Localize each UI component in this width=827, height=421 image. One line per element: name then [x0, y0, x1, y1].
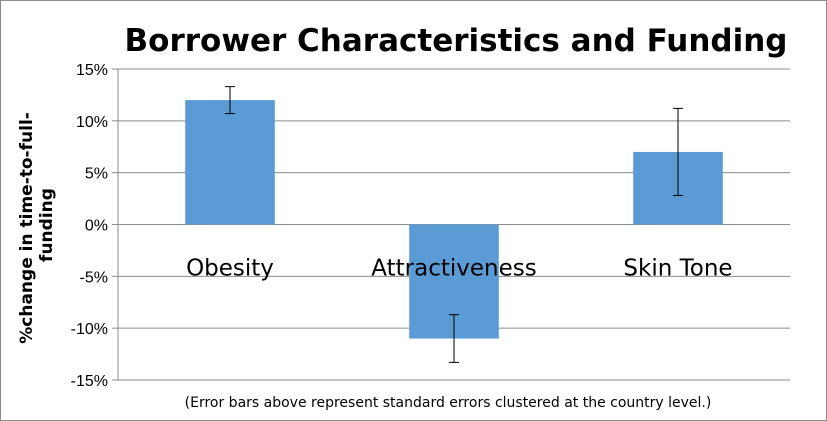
- y-axis-ticks: 15% 10% 5% 0% -5% -10% -15%: [71, 62, 108, 390]
- error-bars: [225, 86, 683, 363]
- y-tick-label: 5%: [85, 166, 108, 183]
- y-tick-label: -10%: [71, 321, 108, 338]
- y-axis-label: %change in time-to-full- funding: [17, 106, 57, 344]
- category-labels: Obesity Attractiveness Skin Tone: [186, 256, 733, 282]
- error-bar: [225, 86, 235, 115]
- bar-obesity: [185, 100, 275, 225]
- y-tick-label: -5%: [80, 269, 108, 286]
- footnote: (Error bars above represent standard err…: [185, 395, 712, 411]
- category-label: Attractiveness: [371, 256, 536, 282]
- y-tick-label: 15%: [76, 62, 108, 79]
- category-label: Obesity: [186, 256, 274, 282]
- y-axis-label-line-1: %change in time-to-full-: [17, 112, 37, 344]
- error-bar: [449, 314, 459, 363]
- chart-title: Borrower Characteristics and Funding: [125, 23, 788, 59]
- bars: [185, 100, 723, 339]
- y-tick-label: -15%: [71, 373, 108, 390]
- category-label: Skin Tone: [623, 256, 732, 282]
- y-tick-label: 10%: [76, 114, 108, 131]
- y-tick-label: 0%: [85, 218, 108, 235]
- y-axis-label-line-2: funding: [37, 188, 57, 262]
- error-bar: [673, 107, 683, 196]
